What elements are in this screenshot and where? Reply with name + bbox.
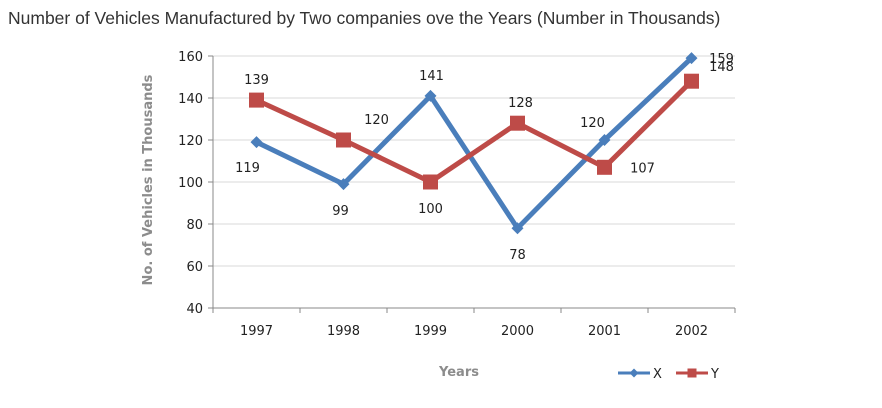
series-line-y	[254, 78, 694, 185]
y-tick-label: 100	[178, 176, 203, 191]
marker-diamond	[337, 178, 350, 191]
data-label: 159	[709, 52, 734, 67]
marker-square	[249, 92, 264, 108]
data-labels: 119 99 141 78 120 159 139 120 100 128 107 148	[235, 52, 734, 263]
y-tick-labels: 40 60 80 100 120 140 160	[178, 50, 203, 317]
y-tick-label: 120	[178, 134, 203, 149]
legend-marker-square	[687, 368, 697, 378]
legend-label: X	[653, 367, 662, 382]
data-label: 128	[508, 96, 533, 111]
legend-item-x: X	[618, 367, 662, 382]
marker-square	[597, 159, 612, 175]
x-tick-label: 1997	[240, 324, 273, 339]
marker-diamond	[598, 134, 611, 146]
y-axis-title: No. of Vehicles in Thousands	[141, 74, 156, 285]
x-tick-label: 1998	[327, 324, 360, 339]
data-label: 119	[235, 161, 260, 176]
marker-square	[423, 174, 438, 190]
data-label: 141	[419, 69, 444, 84]
data-label: 99	[332, 204, 349, 219]
data-label: 120	[580, 116, 605, 131]
x-axis-title: Years	[438, 365, 479, 380]
marker-diamond	[511, 222, 524, 235]
marker-diamond	[250, 136, 263, 149]
data-label: 139	[244, 73, 269, 88]
marker-square	[336, 132, 351, 148]
x-tick-label: 2000	[501, 324, 534, 339]
marker-square	[684, 73, 699, 89]
series-line-x	[254, 55, 694, 233]
marker-diamond	[685, 52, 698, 65]
x-tick-label: 1999	[414, 324, 447, 339]
legend-label: Y	[710, 367, 719, 382]
marker-diamond	[424, 89, 437, 102]
series-layer	[249, 52, 699, 235]
x-tick-label: 2002	[675, 324, 708, 339]
data-label: 148	[709, 60, 734, 75]
y-tick-label: 60	[186, 260, 203, 275]
legend-item-y: Y	[676, 367, 719, 382]
data-label: 120	[364, 113, 389, 128]
series-y	[249, 73, 699, 190]
chart-title: Number of Vehicles Manufactured by Two c…	[8, 8, 721, 28]
series-x	[250, 52, 698, 235]
data-label: 78	[509, 248, 526, 263]
x-tick-label: 2001	[588, 324, 621, 339]
y-tick-label: 80	[186, 218, 203, 233]
y-tick-label: 160	[178, 50, 203, 65]
marker-square	[510, 115, 525, 131]
axes	[208, 55, 736, 313]
legend-marker-diamond	[629, 368, 639, 378]
data-label: 107	[630, 161, 655, 176]
y-tick-label: 40	[186, 302, 203, 317]
data-label: 100	[418, 202, 443, 217]
y-tick-label: 140	[178, 92, 203, 107]
x-tick-labels: 1997 1998 1999 2000 2001 2002	[240, 324, 708, 339]
